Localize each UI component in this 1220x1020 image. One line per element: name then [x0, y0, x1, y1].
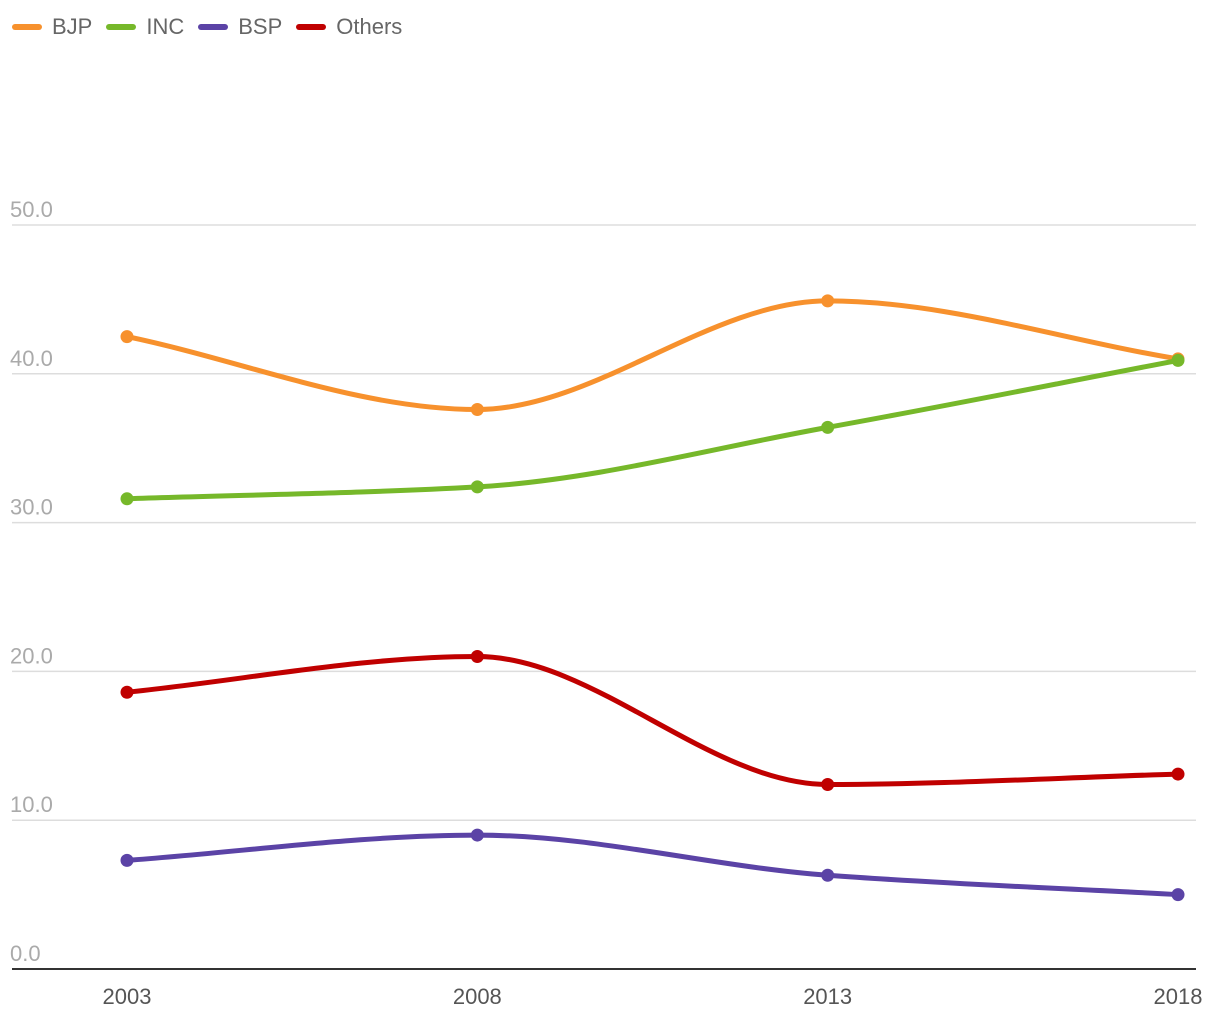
data-point-inc-2003[interactable] — [120, 492, 134, 506]
series-others — [120, 650, 1185, 791]
data-point-bjp-2003[interactable] — [120, 330, 134, 344]
x-axis-ticks: 2003 2008 2013 2018 — [103, 984, 1203, 1009]
legend-label: INC — [146, 14, 185, 39]
series-line-inc — [124, 357, 1181, 502]
chart-legend: BJP INC BSP Others — [12, 14, 402, 40]
data-point-others-2003[interactable] — [120, 685, 134, 699]
series-bsp — [120, 828, 1185, 902]
y-tick-label: 20.0 — [10, 643, 53, 668]
legend-item-others: Others — [296, 14, 402, 40]
legend-item-bjp: BJP — [12, 14, 92, 40]
legend-swatch — [198, 24, 229, 30]
series-layer — [120, 294, 1185, 902]
y-tick-label: 50.0 — [10, 197, 53, 222]
data-point-bsp-2008[interactable] — [470, 828, 484, 842]
legend-swatch — [106, 24, 137, 30]
data-point-bsp-2013[interactable] — [821, 868, 835, 882]
series-inc — [120, 353, 1185, 506]
y-tick-label: 10.0 — [10, 792, 53, 817]
series-line-bjp — [124, 298, 1181, 413]
data-point-others-2013[interactable] — [821, 777, 835, 791]
data-point-inc-2008[interactable] — [470, 480, 484, 494]
data-point-bjp-2013[interactable] — [821, 294, 835, 308]
grid-layer — [12, 224, 1196, 970]
data-point-bjp-2008[interactable] — [470, 403, 484, 417]
y-axis-ticks: 0.0 10.0 20.0 30.0 40.0 50.0 — [10, 197, 53, 966]
legend-item-bsp: BSP — [198, 14, 282, 40]
series-bjp — [120, 294, 1185, 417]
legend-item-inc: INC — [106, 14, 184, 40]
legend-swatch — [12, 24, 42, 30]
legend-swatch — [296, 24, 327, 30]
legend-label: BSP — [238, 14, 283, 39]
data-point-inc-2018[interactable] — [1171, 353, 1185, 367]
y-tick-label: 30.0 — [10, 495, 53, 520]
data-point-others-2008[interactable] — [470, 650, 484, 664]
data-point-others-2018[interactable] — [1171, 767, 1185, 781]
legend-label: BJP — [52, 14, 93, 39]
y-tick-label: 40.0 — [10, 346, 53, 371]
x-tick-label: 2008 — [453, 984, 502, 1009]
x-tick-label: 2003 — [103, 984, 152, 1009]
legend-label: Others — [336, 14, 403, 39]
data-point-bsp-2003[interactable] — [120, 853, 134, 867]
data-point-bsp-2018[interactable] — [1171, 888, 1185, 902]
y-tick-label: 0.0 — [10, 941, 41, 966]
data-point-inc-2013[interactable] — [821, 420, 835, 434]
x-tick-label: 2013 — [803, 984, 852, 1009]
x-tick-label: 2018 — [1154, 984, 1203, 1009]
series-line-others — [124, 654, 1181, 787]
series-line-bsp — [124, 832, 1181, 898]
